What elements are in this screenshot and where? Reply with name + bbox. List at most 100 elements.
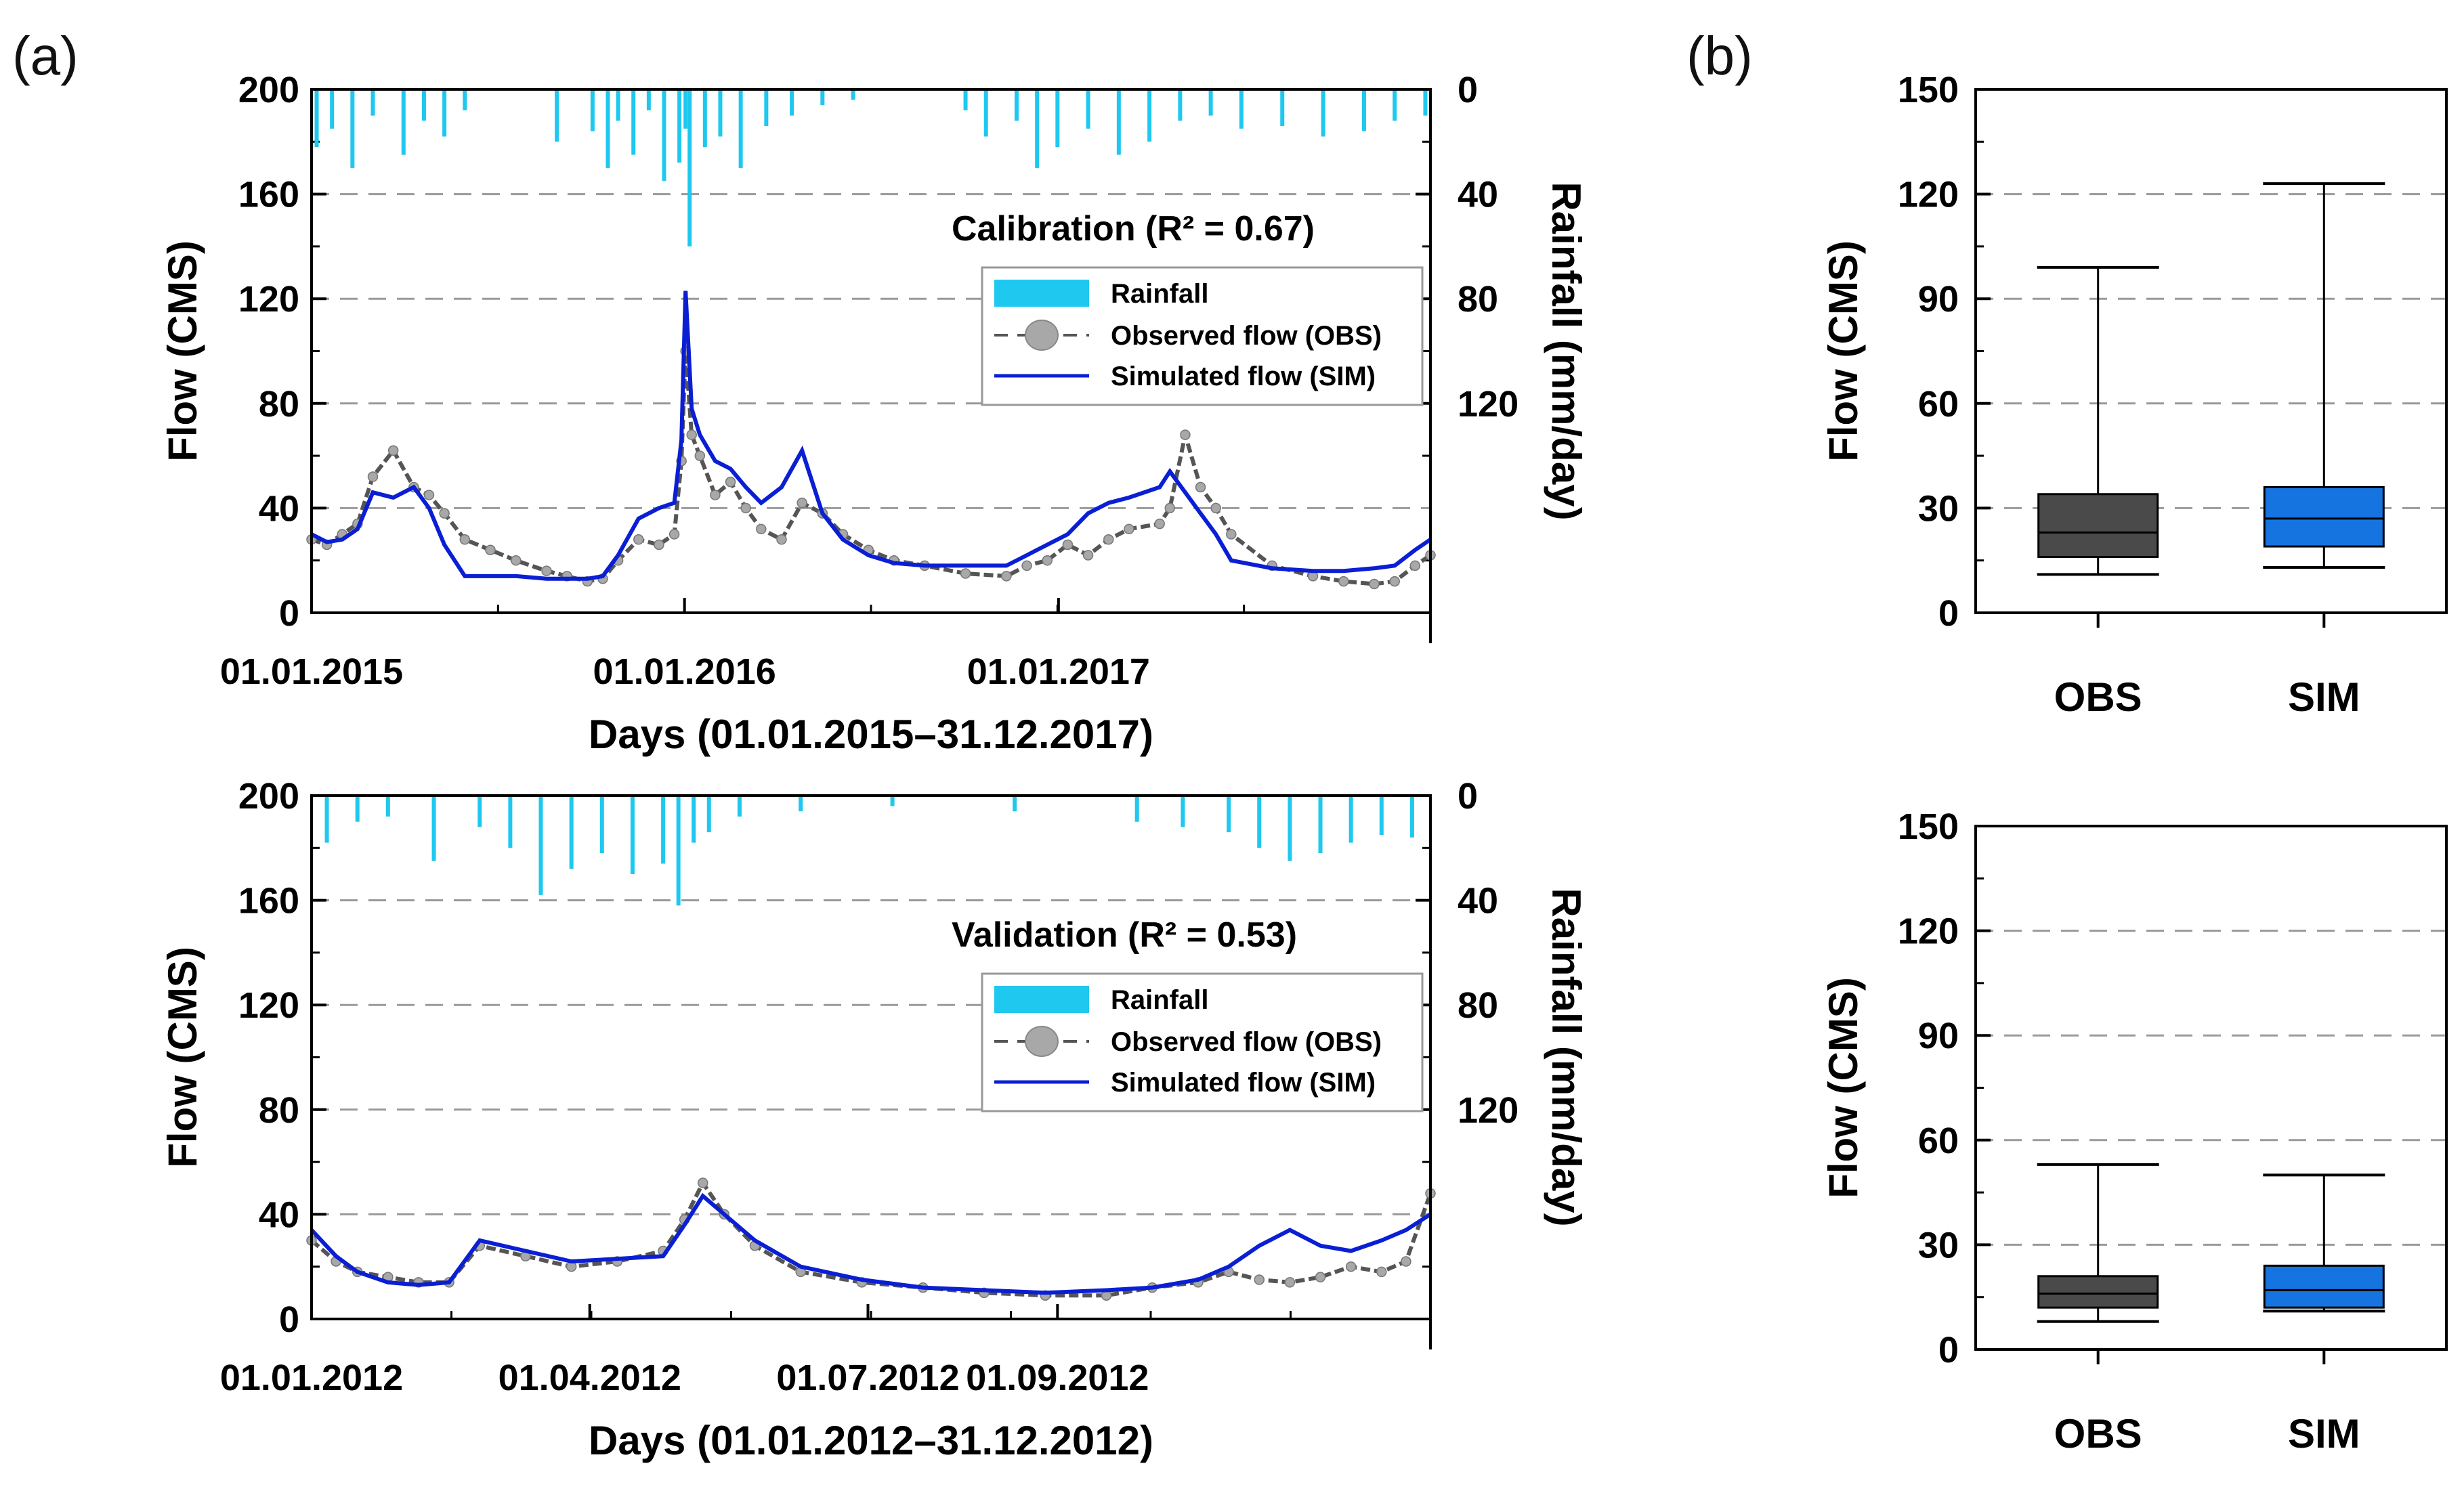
legend-rainfall-swatch: [994, 986, 1089, 1013]
observed-flow-point: [1082, 550, 1094, 561]
observed-flow-point: [510, 555, 522, 566]
observed-flow-point: [439, 508, 450, 519]
rainfall-bar: [538, 796, 543, 895]
y-tick-label: 90: [1918, 1016, 1959, 1056]
y-tick-label: 30: [1918, 1225, 1959, 1265]
y-tick-label: 160: [238, 175, 299, 215]
observed-flow-point: [1210, 502, 1221, 514]
rainfall-bar: [590, 89, 595, 131]
rainfall-bar: [1288, 796, 1292, 861]
y-tick-label: 200: [238, 776, 299, 817]
rainfall-bar: [646, 89, 651, 110]
observed-flow-point: [1315, 1272, 1326, 1282]
rainfall-bar: [355, 796, 360, 822]
y-tick-label: 0: [1938, 1330, 1959, 1370]
legend-rainfall-swatch: [994, 280, 1089, 307]
observed-flow-point: [694, 450, 706, 461]
y-tick-label: 40: [259, 488, 299, 529]
y-tick-label: 60: [1918, 1121, 1959, 1161]
simulated-flow-line: [310, 1192, 1432, 1295]
plot-frame: [310, 88, 1432, 614]
validation-boxplot: 0 30 60 90 120 150 OBS SIM Flow (CMS): [1821, 806, 2448, 1456]
rainfall-bar: [477, 796, 482, 827]
observed-flow-point: [1376, 1266, 1387, 1278]
legend-rainfall-label: Rainfall: [1111, 985, 1208, 1015]
y-tick-label: 0: [1938, 593, 1959, 634]
rainfall-bar: [508, 796, 513, 848]
rainfall-bar: [1318, 796, 1323, 854]
rainfall-bar: [555, 89, 559, 142]
rainfall-bar: [676, 796, 681, 906]
y-tick-label: 150: [1898, 806, 1959, 847]
r-squared-annotation: Validation (R² = 0.53): [952, 915, 1297, 955]
y-axis-label: Flow (CMS): [1821, 240, 1866, 462]
y-axis-label: Flow (CMS): [160, 947, 205, 1168]
x-axis-label: Days (01.01.2012–31.12.2012): [589, 1418, 1153, 1463]
rainfall-bar: [1257, 796, 1262, 848]
rainfall-bar: [1409, 796, 1414, 838]
rainfall-bar: [1208, 89, 1213, 116]
rainfall-bar: [718, 89, 723, 137]
y-right-tick-label: 120: [1458, 384, 1518, 425]
rainfall-bar: [616, 89, 620, 121]
observed-flow-point: [686, 429, 697, 440]
observed-flow-point: [541, 565, 552, 576]
rainfall-bar: [421, 89, 426, 121]
x-tick-label: 01.09.2012: [966, 1358, 1149, 1398]
x-category-label: SIM: [2288, 674, 2360, 720]
y-tick-label: 90: [1918, 279, 1959, 320]
observed-flow-point: [710, 490, 721, 500]
y-tick-label: 150: [1898, 70, 1959, 110]
rainfall-bar: [1055, 89, 1060, 148]
rainfall-bar: [692, 796, 696, 843]
rainfall-bar: [370, 89, 375, 116]
plot-frame: [1974, 825, 2448, 1351]
rainfall-bar: [738, 89, 743, 168]
x-tick-label: 01.01.2015: [220, 651, 403, 692]
observed-flow-line: [311, 351, 1432, 586]
rainfall-bar: [385, 796, 390, 817]
observed-flow-point: [367, 471, 379, 482]
rainfall-bar: [442, 89, 447, 137]
y-tick-label: 60: [1918, 384, 1959, 425]
plot-frame: [1974, 88, 2448, 614]
observed-flow-point: [1062, 539, 1074, 550]
box-iqr: [2037, 1275, 2159, 1309]
observed-flow-point: [796, 497, 807, 509]
rainfall-bar: [1086, 89, 1090, 129]
legend-observed-marker: [1025, 320, 1059, 351]
x-category-label: SIM: [2288, 1411, 2360, 1456]
rainfall-bar: [1147, 89, 1152, 142]
x-tick-label: 01.01.2017: [967, 651, 1150, 692]
observed-flow-point: [1154, 518, 1165, 529]
observed-flow-point: [1103, 534, 1114, 545]
observed-flow-point: [1389, 576, 1400, 587]
rainfall-bar: [1393, 89, 1397, 121]
rainfall-bar: [569, 796, 574, 869]
observed-flow-point: [387, 445, 399, 456]
observed-flow-point: [740, 502, 751, 514]
box-iqr: [2263, 485, 2385, 548]
y-tick-label: 0: [279, 593, 299, 634]
observed-flow-point: [697, 1177, 708, 1188]
rainfall-bar: [764, 89, 769, 127]
rainfall-bar: [677, 89, 682, 163]
rainfall-bar: [330, 89, 335, 129]
rainfall-bar: [1361, 89, 1366, 131]
rainfall-bar: [1239, 89, 1244, 129]
y-tick-label: 80: [259, 384, 299, 425]
rainfall-bar: [431, 796, 436, 861]
y-tick-label: 120: [1898, 175, 1959, 215]
rainfall-bar: [662, 89, 666, 181]
rainfall-bar: [661, 796, 666, 864]
y-tick-label: 120: [238, 985, 299, 1026]
observed-flow-point: [1254, 1274, 1265, 1285]
y-right-tick-label: 40: [1458, 881, 1498, 922]
y-right-axis-label: Rainfall (mm/day): [1544, 181, 1589, 520]
panel-label-a: (a): [12, 26, 79, 86]
validation-chart: 0 40 80 120 160 200 0 40 80 120 01.01.2012 01.04.20…: [160, 776, 1589, 1463]
y-right-tick-label: 0: [1458, 776, 1478, 817]
observed-flow-point: [1042, 555, 1053, 566]
observed-flow-point: [668, 529, 680, 540]
rainfall-bar: [1321, 89, 1325, 137]
